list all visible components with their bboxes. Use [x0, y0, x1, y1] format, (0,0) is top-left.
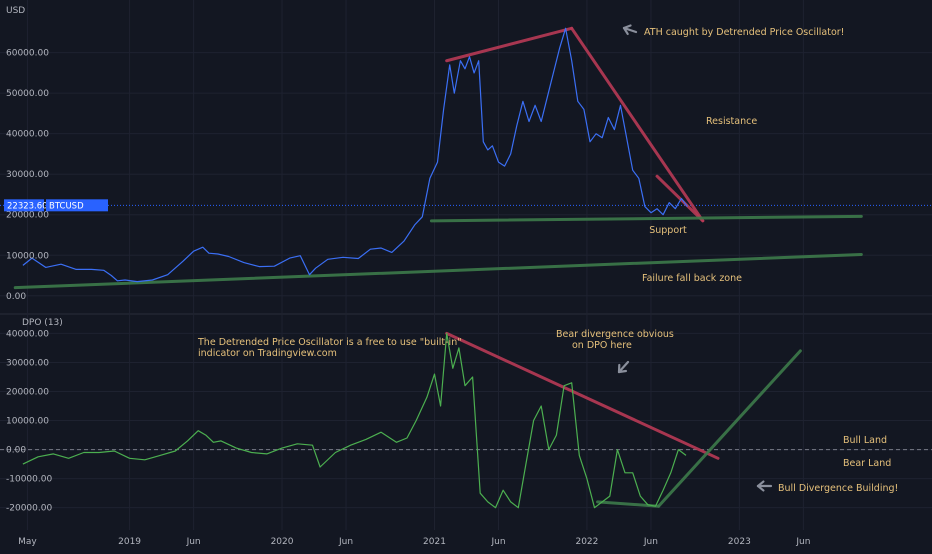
- annotation-text: Resistance: [706, 116, 757, 127]
- y-tick-label: 20000.00: [6, 211, 49, 221]
- y-tick-label: 60000.00: [6, 49, 49, 59]
- x-tick-label: 2022: [575, 537, 598, 547]
- price-label-symbol: BTCUSD: [49, 201, 84, 211]
- x-tick-label: May: [18, 537, 37, 547]
- y-tick-label: 20000.00: [6, 388, 49, 398]
- y-tick-label: 10000.00: [6, 417, 49, 427]
- arrow-head: [619, 371, 626, 372]
- y-tick-label: 40000.00: [6, 329, 49, 339]
- pane-label: USD: [6, 6, 25, 16]
- annotation-text: Bull Land: [843, 435, 887, 446]
- x-tick-label: Jun: [186, 537, 201, 547]
- x-tick-label: Jun: [338, 537, 353, 547]
- x-tick-label: Jun: [795, 537, 810, 547]
- annotation-text: ATH caught by Detrended Price Oscillator…: [644, 27, 844, 38]
- annotation-text: Bear divergence obvious: [556, 329, 674, 340]
- y-tick-label: 0.00: [6, 292, 26, 302]
- annotation-text: on DPO here: [572, 340, 632, 351]
- y-tick-label: -10000.00: [6, 475, 52, 485]
- y-tick-label: 0.00: [6, 446, 26, 456]
- y-tick-label: 50000.00: [6, 89, 49, 99]
- x-tick-label: 2019: [118, 537, 141, 547]
- x-tick-label: Jun: [490, 537, 505, 547]
- y-tick-label: 10000.00: [6, 251, 49, 261]
- annotation-text: indicator on Tradingview.com: [198, 348, 337, 359]
- annotation-text: Support: [649, 225, 687, 236]
- y-tick-label: 30000.00: [6, 358, 49, 368]
- x-tick-label: 2020: [271, 537, 294, 547]
- x-tick-label: Jun: [643, 537, 658, 547]
- annotation-text: Bull Divergence Building!: [778, 483, 898, 494]
- pane-label: DPO (13): [22, 318, 63, 328]
- annotation-text: Bear Land: [843, 458, 891, 469]
- y-tick-label: 40000.00: [6, 130, 49, 140]
- y-tick-label: -20000.00: [6, 504, 52, 514]
- x-tick-label: 2023: [728, 537, 751, 547]
- x-tick-label: 2021: [423, 537, 446, 547]
- annotation-text: Failure fall back zone: [642, 273, 742, 284]
- price-label-value: 22323.60: [7, 201, 48, 211]
- annotation-text: The Detrended Price Oscillator is a free…: [197, 337, 462, 348]
- y-tick-label: 30000.00: [6, 170, 49, 180]
